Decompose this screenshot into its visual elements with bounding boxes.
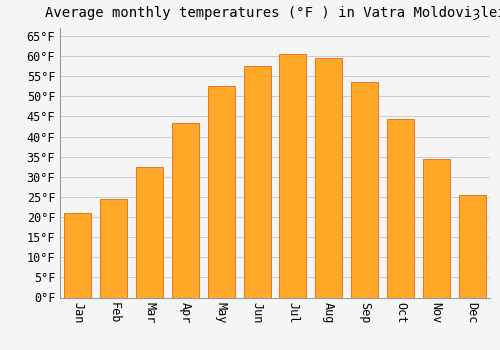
Bar: [172, 122, 199, 298]
Bar: [387, 119, 414, 298]
Title: Average monthly temperatures (°F ) in Vatra Moldoviȝlei: Average monthly temperatures (°F ) in Va…: [44, 6, 500, 20]
Bar: [208, 86, 234, 298]
Bar: [244, 66, 270, 298]
Bar: [64, 213, 92, 298]
Bar: [423, 159, 450, 298]
Bar: [280, 54, 306, 298]
Bar: [351, 82, 378, 298]
Bar: [458, 195, 485, 298]
Bar: [100, 199, 127, 298]
Bar: [316, 58, 342, 298]
Bar: [136, 167, 163, 298]
